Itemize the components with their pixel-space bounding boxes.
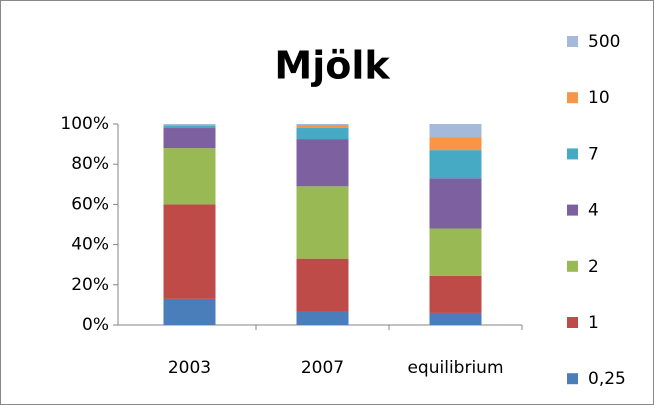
y-tick-label: 60% [71, 194, 109, 214]
bar-segment [163, 148, 216, 205]
legend-swatch [567, 36, 578, 47]
bar-segment [296, 125, 349, 129]
x-tick-label: equilibrium [407, 358, 503, 378]
bar-segment [163, 298, 216, 325]
bar-segment [429, 124, 482, 138]
legend-label: 500 [588, 32, 620, 52]
x-tick-label: 2003 [168, 358, 211, 378]
legend-swatch [567, 260, 578, 272]
bar-segment [163, 204, 216, 299]
bar-segment [429, 178, 482, 229]
bar-segment [429, 150, 482, 179]
legend-swatch [567, 148, 578, 160]
bar-segment [296, 186, 349, 259]
bar-segment [163, 128, 216, 149]
bar-segment [429, 228, 482, 276]
y-tick-label: 40% [71, 235, 109, 255]
y-tick-label: 0% [82, 315, 109, 335]
legend-swatch [567, 373, 578, 385]
bar-segment [296, 258, 349, 312]
legend-swatch [567, 204, 578, 216]
x-tick-label: 2007 [301, 358, 344, 378]
bar-segment [429, 275, 482, 313]
y-tick-label: 100% [60, 114, 109, 134]
legend-label: 7 [588, 144, 599, 164]
bar-segment [429, 312, 482, 325]
legend-label: 4 [588, 201, 599, 221]
legend-label: 2 [588, 257, 599, 277]
y-tick-label: 20% [71, 275, 109, 295]
legend-label: 0,25 [588, 369, 626, 389]
chart-title: Mjölk [274, 44, 390, 88]
bar-segment [163, 125, 216, 127]
bar-segment [296, 128, 349, 140]
legend-swatch [567, 92, 578, 104]
legend-label: 10 [588, 88, 610, 108]
bar-segment [296, 124, 349, 126]
bar-segment [163, 126, 216, 129]
y-tick-label: 80% [71, 154, 109, 174]
legend-label: 1 [588, 313, 599, 333]
bar-segment [296, 311, 349, 325]
bar-segment [163, 124, 216, 126]
legend-swatch [567, 317, 578, 328]
bar-segment [296, 139, 349, 187]
bar-segment [429, 137, 482, 151]
